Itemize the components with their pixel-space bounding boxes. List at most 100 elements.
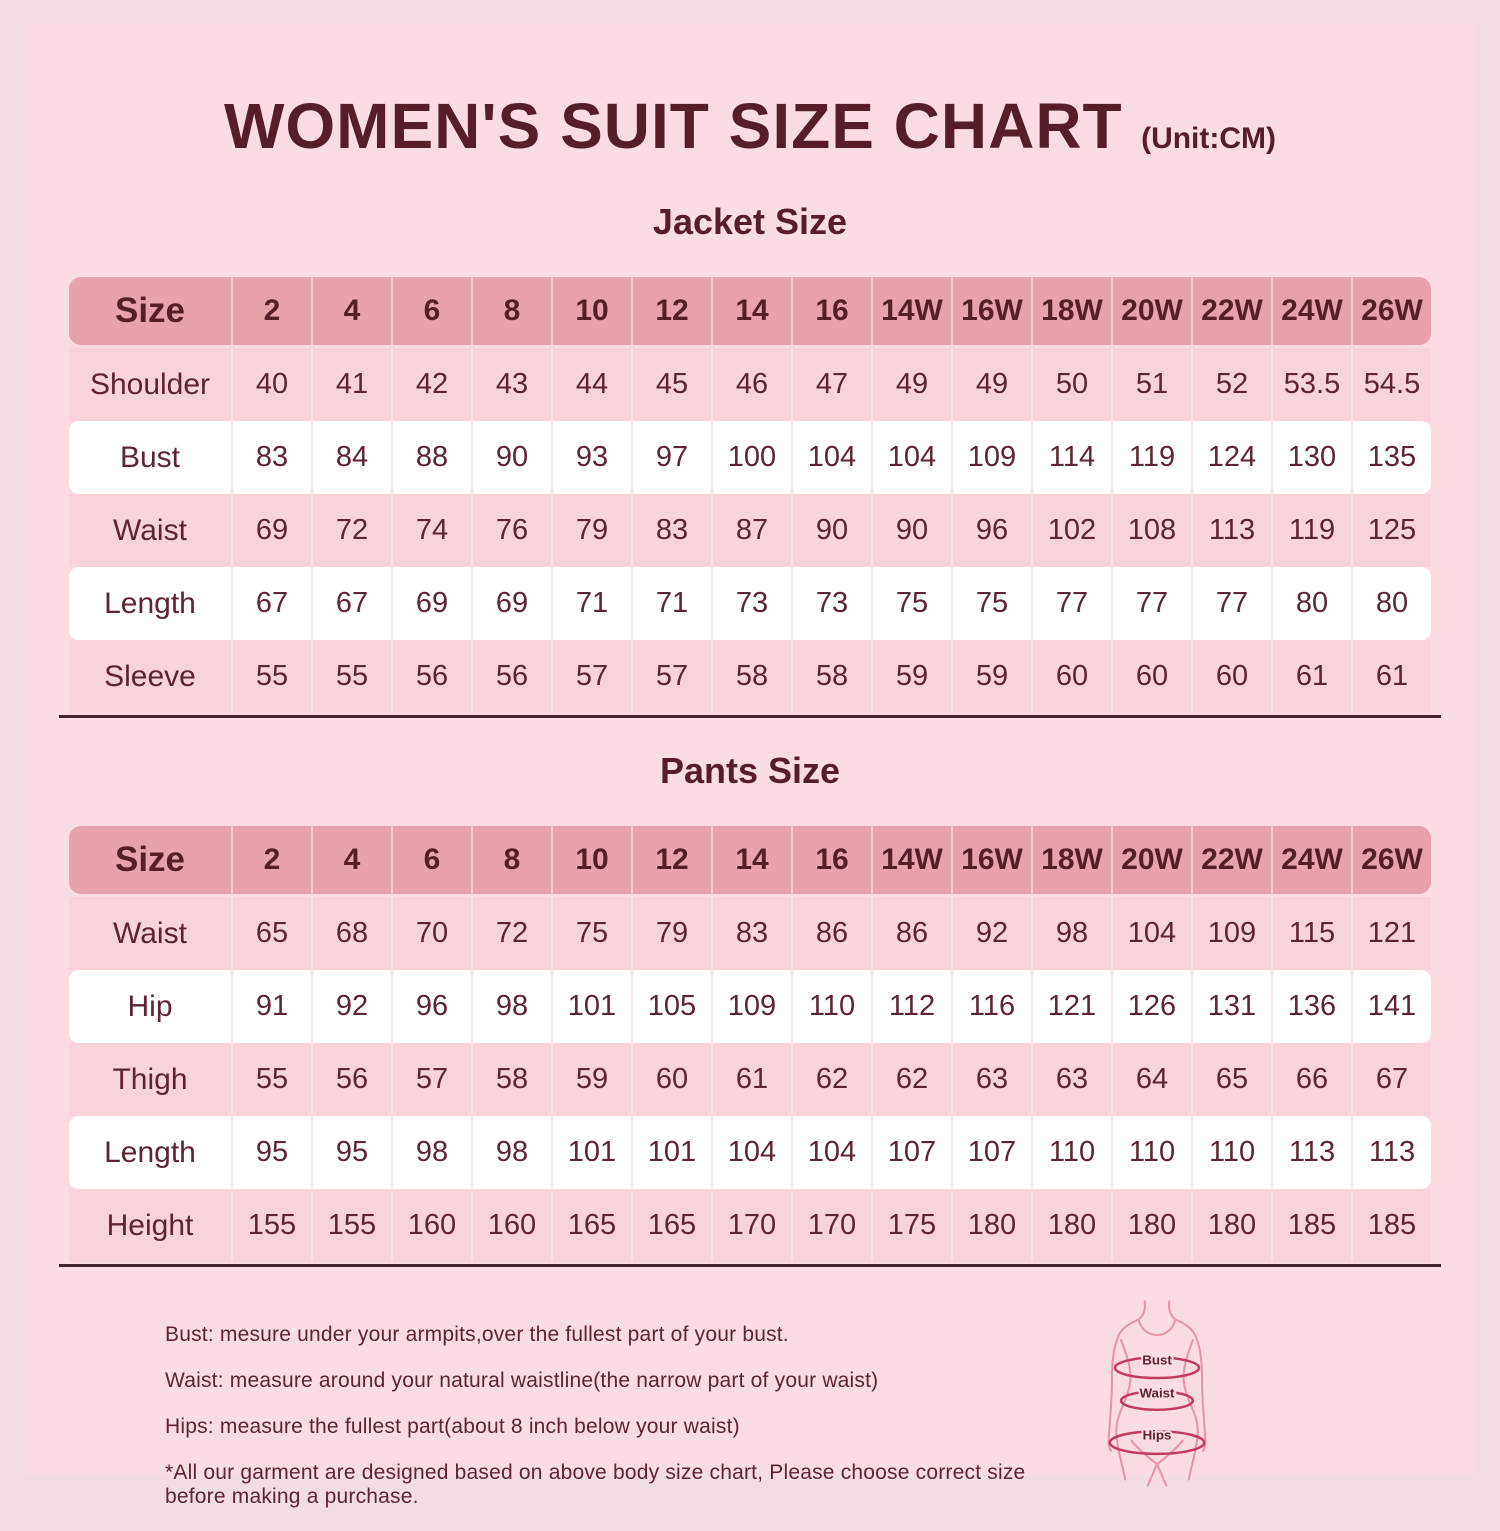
size-value-cell: 56 [471, 640, 551, 713]
size-value-cell: 102 [1031, 494, 1111, 567]
size-value-cell: 98 [471, 1116, 551, 1189]
pants-size-table: Size 2 4 6 8 10 12 14 16 14W 16W 18W 20W 22W 24W 26W Wai… [69, 826, 1431, 1262]
size-value-cell: 109 [711, 970, 791, 1043]
size-column-header: 14 [711, 277, 791, 345]
size-value-cell: 121 [1031, 970, 1111, 1043]
unit-label: (Unit:CM) [1141, 122, 1277, 155]
size-value-cell: 98 [471, 970, 551, 1043]
size-value-cell: 112 [871, 970, 951, 1043]
note-waist: Waist: measure around your natural waist… [165, 1369, 879, 1392]
size-value-cell: 65 [231, 897, 311, 970]
size-value-cell: 86 [791, 897, 871, 970]
size-value-cell: 175 [871, 1189, 951, 1262]
row-label: Length [104, 586, 196, 620]
size-value-cell: 135 [1351, 421, 1431, 494]
size-value-cell: 155 [311, 1189, 391, 1262]
size-value-cell: 126 [1111, 970, 1191, 1043]
bust-figure-label: Bust [1142, 1353, 1172, 1368]
size-value-cell: 67 [1351, 1043, 1431, 1116]
size-value-cell: 113 [1271, 1116, 1351, 1189]
size-value-cell: 67 [311, 567, 391, 640]
size-value-cell: 73 [791, 567, 871, 640]
size-value-cell: 91 [231, 970, 311, 1043]
size-value-cell: 185 [1351, 1189, 1431, 1262]
size-column-header: 24W [1271, 277, 1351, 345]
size-value-cell: 109 [951, 421, 1031, 494]
size-value-cell: 104 [791, 1116, 871, 1189]
size-value-cell: 59 [871, 640, 951, 713]
table-header-row: Size 2 4 6 8 10 12 14 16 14W 16W 18W 20W 22W 24W 26W [69, 277, 1431, 345]
size-value-cell: 165 [551, 1189, 631, 1262]
row-label: Length [104, 1135, 196, 1169]
size-value-cell: 121 [1351, 897, 1431, 970]
size-value-cell: 80 [1271, 567, 1351, 640]
size-value-cell: 62 [791, 1043, 871, 1116]
size-column-header: 6 [391, 277, 471, 345]
table-row: Length 95 95 98 98 101 101 104 104 107 107 110 110 11… [69, 1116, 1431, 1189]
size-value-cell: 57 [551, 640, 631, 713]
size-column-header: 16 [791, 826, 871, 894]
size-column-header: 4 [311, 826, 391, 894]
size-value-cell: 57 [391, 1043, 471, 1116]
row-label: Bust [119, 440, 181, 474]
body-measurement-figure: Bust Waist Hips [1077, 1295, 1237, 1505]
size-value-cell: 64 [1111, 1043, 1191, 1116]
page-title: WOMEN'S SUIT SIZE CHART [223, 90, 1123, 162]
size-column-header: 16W [951, 826, 1031, 894]
size-value-cell: 110 [1191, 1116, 1271, 1189]
size-value-cell: 119 [1111, 421, 1191, 494]
size-value-cell: 56 [311, 1043, 391, 1116]
size-value-cell: 58 [791, 640, 871, 713]
size-value-cell: 72 [471, 897, 551, 970]
waist-measure-line [1119, 1390, 1195, 1412]
size-value-cell: 119 [1271, 494, 1351, 567]
size-value-cell: 92 [311, 970, 391, 1043]
size-value-cell: 155 [231, 1189, 311, 1262]
size-value-cell: 75 [951, 567, 1031, 640]
size-column-header: 20W [1111, 826, 1191, 894]
size-value-cell: 47 [791, 348, 871, 421]
size-value-cell: 100 [711, 421, 791, 494]
size-value-cell: 77 [1111, 567, 1191, 640]
size-column-header: 14 [711, 826, 791, 894]
size-value-cell: 98 [1031, 897, 1111, 970]
size-value-cell: 170 [791, 1189, 871, 1262]
size-column-header: 6 [391, 826, 471, 894]
size-column-header: 26W [1351, 826, 1431, 894]
size-value-cell: 105 [631, 970, 711, 1043]
size-value-cell: 60 [1031, 640, 1111, 713]
size-value-cell: 46 [711, 348, 791, 421]
size-value-cell: 180 [1191, 1189, 1271, 1262]
size-value-cell: 50 [1031, 348, 1111, 421]
size-value-cell: 92 [951, 897, 1031, 970]
size-value-cell: 60 [631, 1043, 711, 1116]
size-value-cell: 49 [871, 348, 951, 421]
size-column-header: 18W [1031, 277, 1111, 345]
size-column-header: 2 [231, 826, 311, 894]
size-value-cell: 165 [631, 1189, 711, 1262]
size-value-cell: 125 [1351, 494, 1431, 567]
size-column-header: 16W [951, 277, 1031, 345]
table-row: Waist 65 68 70 72 75 79 83 86 86 92 98 104 109 115 121 [69, 897, 1431, 970]
pants-section-heading: Pants Size [659, 750, 841, 791]
size-value-cell: 69 [391, 567, 471, 640]
size-value-cell: 95 [311, 1116, 391, 1189]
size-value-cell: 90 [791, 494, 871, 567]
size-value-cell: 97 [631, 421, 711, 494]
size-value-cell: 110 [1111, 1116, 1191, 1189]
size-value-cell: 114 [1031, 421, 1111, 494]
note-hips: Hips: measure the fullest part(about 8 i… [165, 1415, 740, 1438]
size-value-cell: 43 [471, 348, 551, 421]
size-value-cell: 116 [951, 970, 1031, 1043]
jacket-section-heading: Jacket Size [652, 201, 848, 242]
note-bust: Bust: mesure under your armpits,over the… [165, 1323, 789, 1346]
row-label: Hip [127, 989, 173, 1023]
size-value-cell: 93 [551, 421, 631, 494]
size-value-cell: 52 [1191, 348, 1271, 421]
size-value-cell: 104 [711, 1116, 791, 1189]
size-value-cell: 113 [1351, 1116, 1431, 1189]
size-value-cell: 44 [551, 348, 631, 421]
size-value-cell: 61 [1271, 640, 1351, 713]
size-column-header: 18W [1031, 826, 1111, 894]
size-value-cell: 115 [1271, 897, 1351, 970]
